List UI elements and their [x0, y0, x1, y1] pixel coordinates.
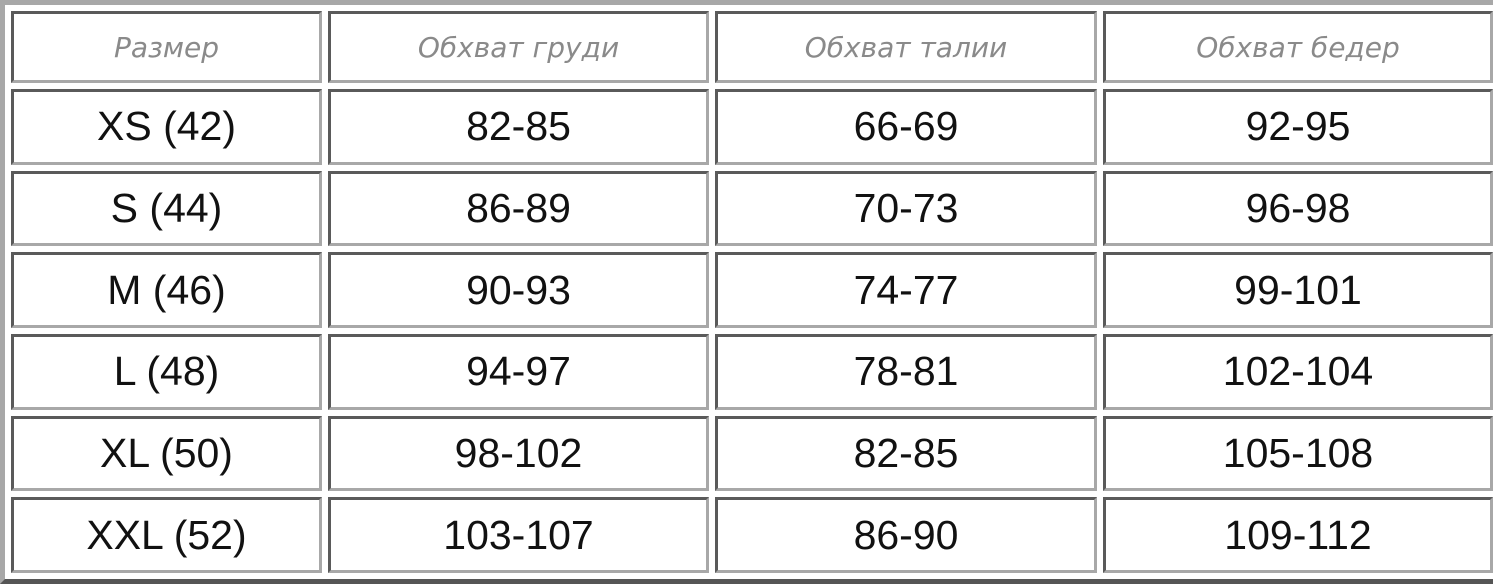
header-size: Размер: [11, 11, 322, 83]
cell-waist: 78-81: [715, 333, 1097, 410]
cell-chest: 82-85: [328, 89, 709, 165]
cell-chest: 98-102: [328, 415, 709, 492]
cell-size: XS (42): [11, 89, 322, 165]
cell-chest: 86-89: [328, 170, 709, 247]
cell-hips: 105-108: [1103, 415, 1493, 492]
cell-size: XXL (52): [11, 497, 322, 573]
cell-size: L (48): [11, 333, 322, 410]
table-row: XL (50) 98-102 82-85 105-108: [11, 415, 1493, 492]
header-hips: Обхват бедер: [1103, 11, 1493, 83]
header-row: Размер Обхват груди Обхват талии Обхват …: [11, 11, 1493, 83]
table-row: XXL (52) 103-107 86-90 109-112: [11, 497, 1493, 573]
cell-waist: 74-77: [715, 252, 1097, 328]
cell-chest: 94-97: [328, 333, 709, 410]
cell-chest: 103-107: [328, 497, 709, 573]
table-row: M (46) 90-93 74-77 99-101: [11, 252, 1493, 328]
table-row: S (44) 86-89 70-73 96-98: [11, 170, 1493, 247]
cell-waist: 82-85: [715, 415, 1097, 492]
cell-size: M (46): [11, 252, 322, 328]
cell-hips: 92-95: [1103, 89, 1493, 165]
cell-size: S (44): [11, 170, 322, 247]
cell-size: XL (50): [11, 415, 322, 492]
cell-waist: 70-73: [715, 170, 1097, 247]
header-chest: Обхват груди: [328, 11, 709, 83]
cell-hips: 99-101: [1103, 252, 1493, 328]
cell-waist: 86-90: [715, 497, 1097, 573]
cell-waist: 66-69: [715, 89, 1097, 165]
cell-hips: 109-112: [1103, 497, 1493, 573]
table-row: XS (42) 82-85 66-69 92-95: [11, 89, 1493, 165]
cell-chest: 90-93: [328, 252, 709, 328]
table-row: L (48) 94-97 78-81 102-104: [11, 333, 1493, 410]
cell-hips: 96-98: [1103, 170, 1493, 247]
header-waist: Обхват талии: [715, 11, 1097, 83]
cell-hips: 102-104: [1103, 333, 1493, 410]
